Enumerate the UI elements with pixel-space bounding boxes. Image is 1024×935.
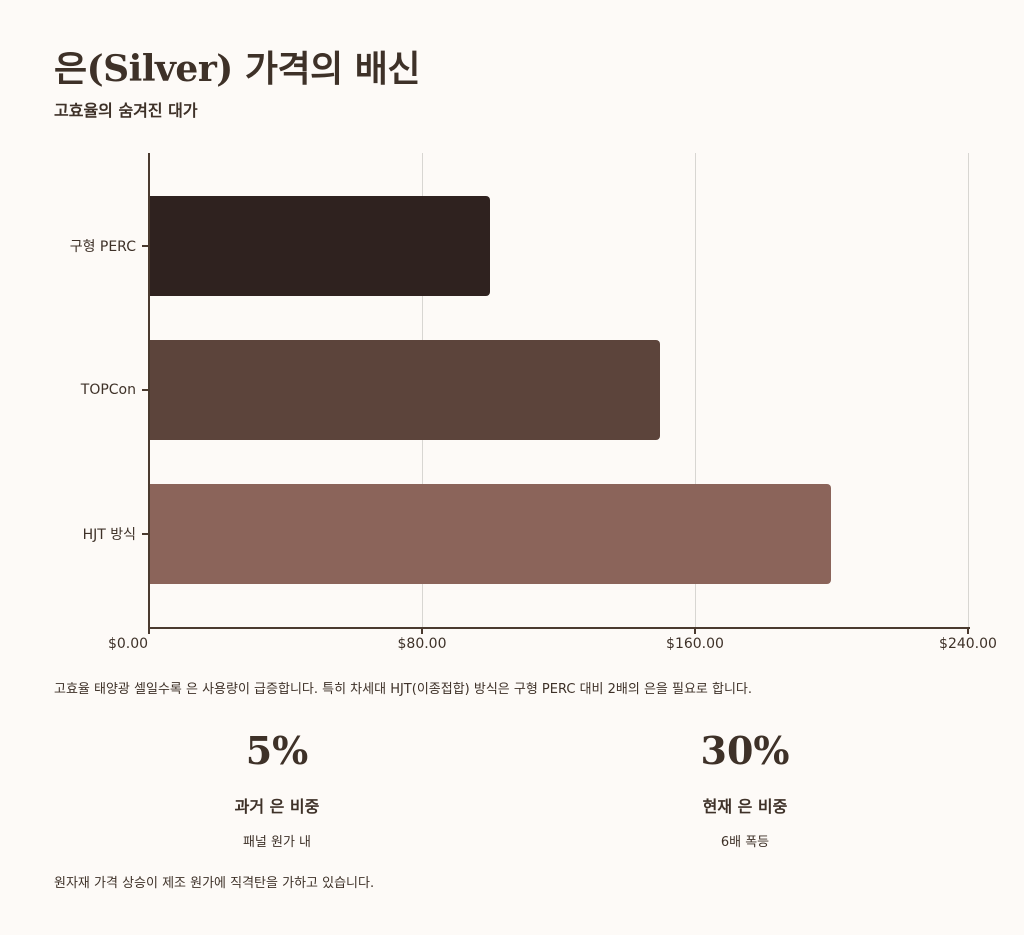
y-tick [142, 389, 149, 391]
stat-value: 30% [700, 728, 790, 773]
x-tick-label-0: $0.00 [107, 636, 149, 652]
y-tick [142, 533, 149, 535]
y-tick-label-perc: 구형 PERC [69, 239, 136, 255]
y-tick-label-topcon: TOPCon [80, 382, 136, 398]
footer-note: 원자재 가격 상승이 제조 원가에 직격탄을 가하고 있습니다. [54, 876, 375, 891]
page-subtitle: 고효율의 숨겨진 대가 [54, 101, 198, 120]
stat-current-silver-share: 30% 현재 은 비중 6배 폭등 [595, 725, 895, 850]
y-tick [142, 245, 149, 247]
page-title: 은(Silver) 가격의 배신 [54, 48, 421, 90]
bar-chart: 구형 PERC TOPCon HJT 방식 $0.00 $80.00 $160.… [69, 153, 997, 652]
bar-perc[interactable] [150, 196, 490, 296]
stat-desc: 6배 폭등 [720, 835, 770, 850]
x-tick-label-240: $240.00 [939, 636, 997, 652]
x-tick [967, 627, 969, 634]
x-tick [148, 627, 150, 634]
stat-label: 과거 은 비중 [234, 797, 320, 816]
bar-topcon[interactable] [150, 340, 660, 440]
gridline-240 [968, 153, 969, 628]
x-tick-label-160: $160.00 [666, 636, 724, 652]
x-tick-label-80: $80.00 [397, 636, 447, 652]
y-axis [148, 153, 150, 629]
x-axis [148, 627, 970, 629]
x-tick [694, 627, 696, 634]
chart-caption: 고효율 태양광 셀일수록 은 사용량이 급증합니다. 특히 차세대 HJT(이종… [54, 682, 753, 697]
gridline-160 [695, 153, 696, 628]
x-tick [421, 627, 423, 634]
stat-value: 5% [245, 728, 309, 773]
bar-hjt[interactable] [150, 484, 831, 584]
stat-past-silver-share: 5% 과거 은 비중 패널 원가 내 [127, 725, 427, 850]
y-tick-label-hjt: HJT 방식 [82, 527, 136, 543]
stat-desc: 패널 원가 내 [242, 835, 312, 850]
stat-label: 현재 은 비중 [702, 797, 788, 816]
